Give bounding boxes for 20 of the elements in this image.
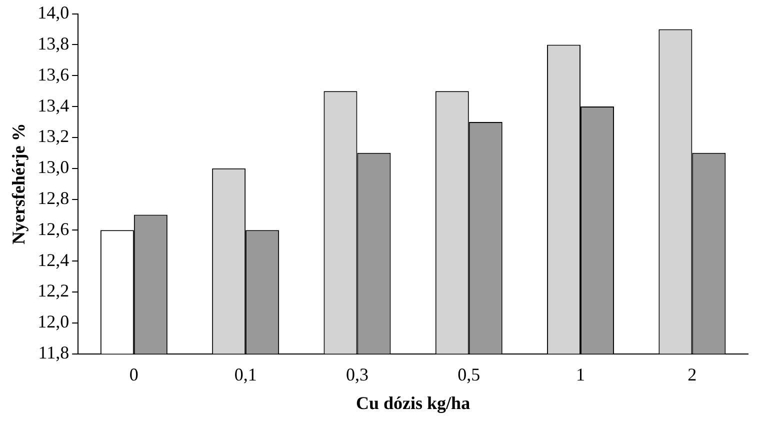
x-tick-label: 0,1 — [234, 364, 257, 384]
x-axis-title: Cu dózis kg/ha — [356, 392, 470, 413]
y-tick-label: 12,0 — [38, 312, 70, 332]
y-tick-label: 14,0 — [38, 2, 70, 23]
y-tick-label: 12,6 — [38, 218, 70, 239]
y-tick-label: 13,4 — [38, 95, 70, 116]
y-tick-label: 13,8 — [38, 33, 70, 54]
x-tick-label: 0 — [129, 364, 138, 384]
y-tick-label: 12,4 — [38, 250, 70, 270]
y-tick-label: 12,2 — [38, 280, 70, 301]
y-tick-label: 13,6 — [38, 64, 70, 84]
y-tick-label: 13,2 — [38, 126, 70, 146]
y-tick-label: 13,0 — [38, 157, 70, 178]
x-tick-label: 1 — [576, 364, 586, 384]
x-tick-label: 0,3 — [346, 364, 368, 384]
y-axis-title: Nyersfehérje % — [8, 123, 28, 245]
y-tick-label: 11,8 — [38, 342, 70, 363]
x-tick-label: 0,5 — [458, 364, 480, 384]
x-tick-label: 2 — [688, 364, 697, 384]
y-tick-label: 12,8 — [38, 188, 70, 208]
